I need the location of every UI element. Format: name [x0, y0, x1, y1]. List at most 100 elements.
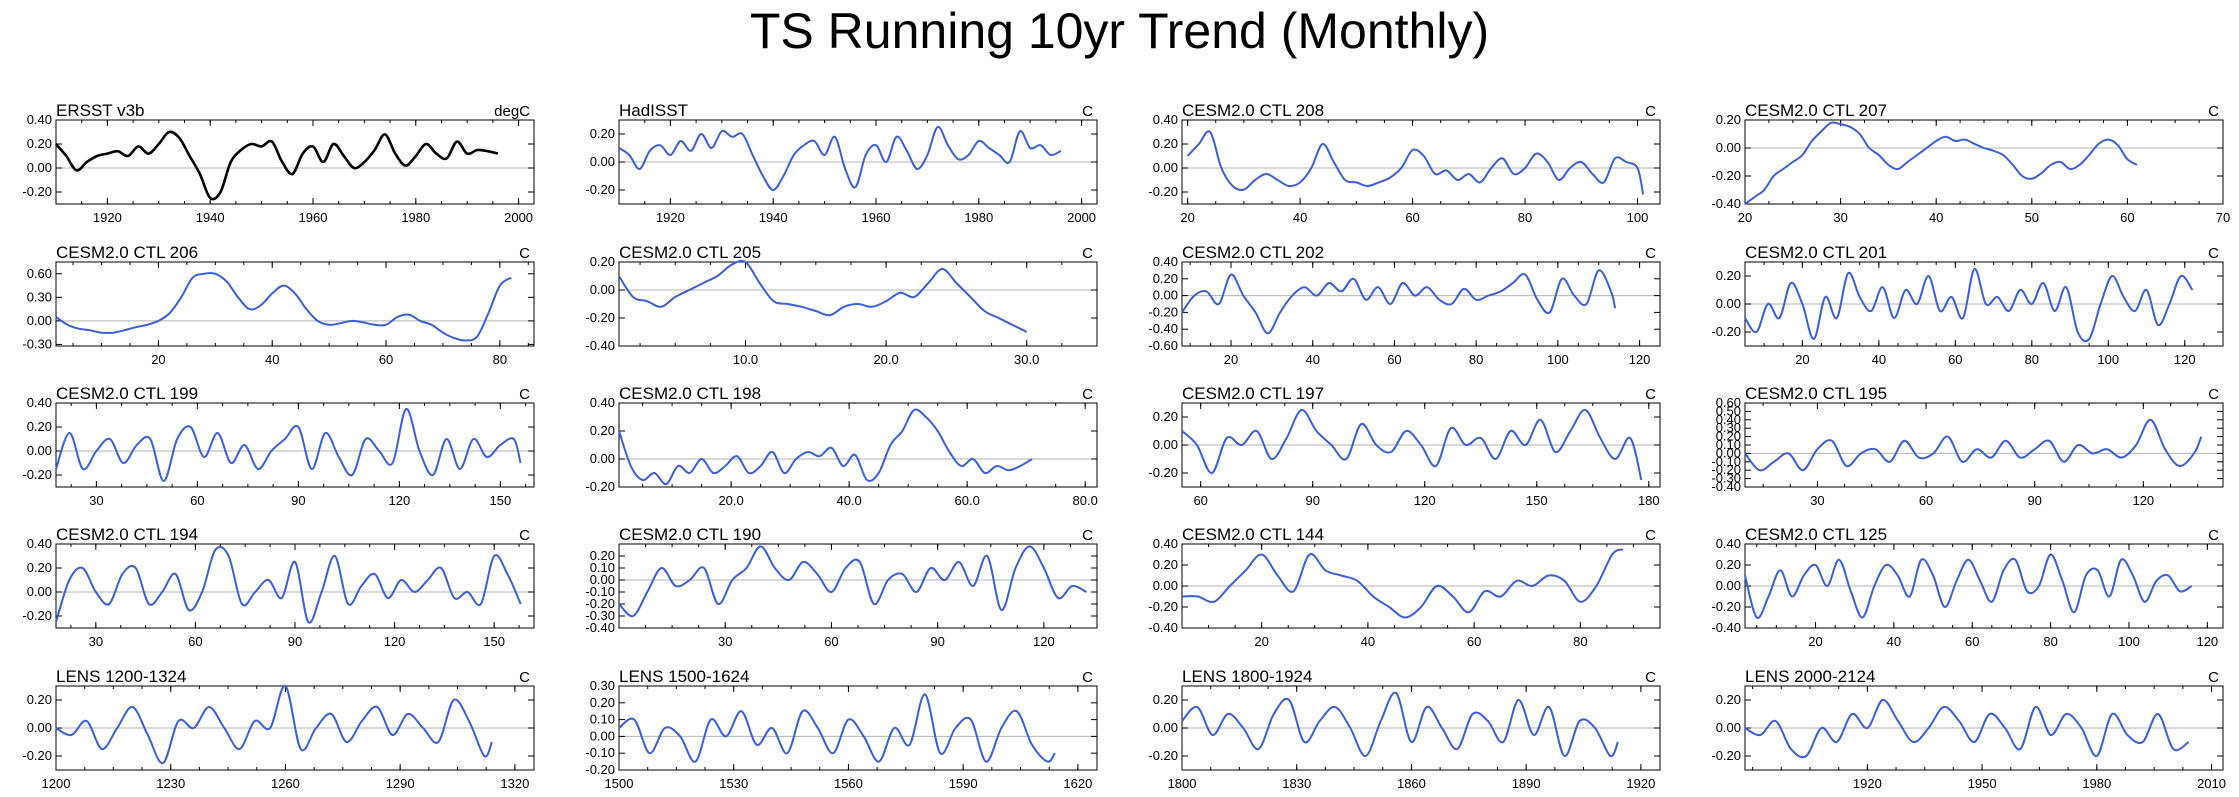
y-tick-label: 0.00: [1716, 140, 1741, 155]
y-tick-label: -0.40: [1711, 196, 1741, 211]
panel-units: C: [2208, 386, 2219, 403]
x-tick-label: 1530: [719, 776, 748, 791]
y-tick-label: -0.20: [585, 310, 615, 325]
x-tick-label: 30: [718, 634, 732, 649]
panel-title: LENS 1200-1324: [56, 667, 186, 686]
x-tick-label: 60: [824, 634, 838, 649]
x-tick-label: 1320: [500, 776, 529, 791]
y-tick-label: 0.00: [1716, 296, 1741, 311]
y-tick-label: 0.20: [1153, 271, 1178, 286]
x-tick-label: 10.0: [733, 352, 758, 367]
panel-units: C: [1082, 527, 1093, 544]
x-tick-label: 80: [2025, 352, 2039, 367]
panel-title: CESM2.0 CTL 201: [1745, 243, 1887, 262]
x-tick-label: 30.0: [1014, 352, 1039, 367]
y-tick-label: 0.30: [27, 289, 52, 304]
y-tick-label: 0.20: [1153, 557, 1178, 572]
series-line: [618, 693, 1056, 763]
y-tick-label: -0.20: [1148, 748, 1178, 763]
series-line: [618, 545, 1087, 618]
plot-frame: [1181, 119, 1661, 205]
y-tick-label: -0.60: [1148, 338, 1178, 353]
y-tick-label: 0.00: [27, 584, 52, 599]
series-line: [618, 125, 1062, 191]
plot-frame: [55, 261, 535, 347]
panel-title: CESM2.0 CTL 190: [619, 525, 761, 544]
x-tick-label: 80: [1518, 210, 1532, 225]
panel-units: C: [1082, 103, 1093, 120]
x-tick-label: 60: [188, 634, 202, 649]
panel-title: CESM2.0 CTL 208: [1182, 101, 1324, 120]
panel-title: CESM2.0 CTL 205: [619, 243, 761, 262]
x-tick-label: 1920: [1853, 776, 1882, 791]
x-tick-label: 90: [930, 634, 944, 649]
y-tick-label: 0.20: [1716, 268, 1741, 283]
x-tick-label: 20: [1795, 352, 1809, 367]
panel-title: LENS 1800-1924: [1182, 667, 1312, 686]
x-tick-label: 150: [489, 493, 511, 508]
panel-title: LENS 1500-1624: [619, 667, 749, 686]
x-tick-label: 20: [1738, 210, 1752, 225]
x-tick-label: 1890: [1512, 776, 1541, 791]
x-tick-label: 1620: [1063, 776, 1092, 791]
x-tick-label: 180: [1638, 493, 1660, 508]
x-tick-label: 80: [493, 352, 507, 367]
y-tick-label: -0.20: [585, 596, 615, 611]
panel-units: C: [519, 527, 530, 544]
y-tick-label: 0.20: [590, 254, 615, 269]
series-line: [618, 408, 1033, 486]
x-tick-label: 90: [2027, 493, 2041, 508]
y-tick-label: 0.60: [1716, 395, 1741, 410]
x-tick-label: 60: [1405, 210, 1419, 225]
x-tick-label: 20: [1808, 634, 1822, 649]
x-tick-label: 1560: [834, 776, 863, 791]
plot-frame: [618, 402, 1098, 488]
x-tick-label: 40: [1293, 210, 1307, 225]
y-tick-label: -0.20: [585, 479, 615, 494]
panel-title: ERSST v3b: [56, 101, 145, 120]
y-tick-label: 0.00: [27, 720, 52, 735]
x-tick-label: 2000: [504, 210, 533, 225]
y-tick-label: 0.20: [590, 695, 615, 710]
x-tick-label: 60: [2120, 210, 2134, 225]
x-tick-label: 60: [1193, 493, 1207, 508]
y-tick-label: 0.40: [27, 395, 52, 410]
x-tick-label: 60: [379, 352, 393, 367]
x-tick-label: 20.0: [873, 352, 898, 367]
series-line: [1744, 121, 2138, 205]
y-tick-label: 0.40: [1153, 536, 1178, 551]
series-line: [55, 545, 522, 624]
x-tick-label: 40: [1872, 352, 1886, 367]
y-tick-label: -0.20: [1711, 462, 1741, 477]
y-tick-label: 0.40: [1153, 254, 1178, 269]
x-tick-label: 1860: [1397, 776, 1426, 791]
y-tick-label: 0.00: [1153, 288, 1178, 303]
y-tick-label: 0.00: [1716, 445, 1741, 460]
x-tick-label: 40: [265, 352, 279, 367]
x-tick-label: 1920: [93, 210, 122, 225]
panel-title: CESM2.0 CTL 199: [56, 384, 198, 403]
y-tick-label: -0.40: [1148, 620, 1178, 635]
y-tick-label: 0.40: [1153, 112, 1178, 127]
series-line: [55, 684, 493, 765]
x-tick-label: 20: [1224, 352, 1238, 367]
y-tick-label: 0.00: [27, 443, 52, 458]
x-tick-label: 1980: [964, 210, 993, 225]
y-tick-label: 0.00: [590, 282, 615, 297]
x-tick-label: 1920: [1626, 776, 1655, 791]
x-tick-label: 1800: [1168, 776, 1197, 791]
x-tick-label: 40: [1929, 210, 1943, 225]
panel-title: CESM2.0 CTL 195: [1745, 384, 1887, 403]
series-line: [1181, 269, 1617, 335]
y-tick-label: 0.00: [590, 572, 615, 587]
x-tick-label: 100: [1547, 352, 1569, 367]
y-tick-label: 0.00: [590, 728, 615, 743]
x-tick-label: 150: [1526, 493, 1548, 508]
x-tick-label: 20: [151, 352, 165, 367]
plot-frame: [55, 402, 535, 488]
x-tick-label: 1980: [401, 210, 430, 225]
panel-units: C: [519, 386, 530, 403]
y-tick-label: 0.20: [590, 423, 615, 438]
y-tick-label: -0.40: [1711, 620, 1741, 635]
